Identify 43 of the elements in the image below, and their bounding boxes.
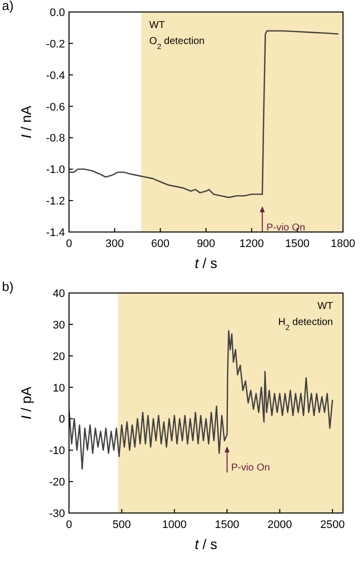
x-tick-label: 2000 bbox=[268, 519, 292, 531]
chart-title: a) bbox=[2, 0, 14, 13]
y-tick-label: -0.2 bbox=[46, 38, 65, 50]
x-tick-label: 1200 bbox=[239, 238, 264, 250]
chart-title: b) bbox=[2, 279, 14, 294]
y-tick-label: -30 bbox=[49, 508, 65, 520]
y-tick-label: -10 bbox=[49, 445, 65, 458]
y-axis-title: I / nA bbox=[18, 105, 34, 138]
y-tick-label: 0.0 bbox=[50, 7, 65, 19]
y-tick-label: 10 bbox=[52, 382, 65, 394]
y-tick-label: 20 bbox=[52, 350, 65, 363]
x-tick-label: 1500 bbox=[214, 519, 240, 531]
y-tick-label: 30 bbox=[52, 319, 65, 332]
annotation: P-vio On bbox=[266, 222, 306, 234]
x-tick-label: 0 bbox=[66, 238, 72, 250]
y-tick-label: -1.0 bbox=[46, 164, 65, 176]
x-axis-title: t / s bbox=[194, 255, 218, 271]
y-tick-label: -0.4 bbox=[46, 70, 65, 82]
x-tick-label: 1800 bbox=[330, 238, 356, 250]
annotation: P-vio On bbox=[231, 462, 270, 474]
x-tick-label: 600 bbox=[151, 238, 170, 250]
y-tick-label: 40 bbox=[52, 288, 65, 300]
x-tick-label: 900 bbox=[196, 238, 216, 250]
y-tick-label: -20 bbox=[49, 476, 65, 489]
x-tick-label: 0 bbox=[66, 519, 72, 531]
annotation: H$_{2}$ detection bbox=[278, 317, 333, 332]
x-tick-label: 300 bbox=[105, 238, 124, 250]
annotation: O$_{2}$ detection bbox=[149, 36, 205, 50]
annotation: WT bbox=[317, 301, 333, 312]
line-series bbox=[69, 30, 340, 198]
x-tick-label: 1500 bbox=[285, 238, 310, 250]
line-series bbox=[69, 330, 334, 470]
annotation: WT bbox=[149, 20, 165, 31]
y-tick-label: -1.4 bbox=[46, 227, 65, 239]
y-tick-label: -1.2 bbox=[46, 196, 65, 208]
y-tick-label: -0.8 bbox=[46, 132, 65, 145]
x-axis-title: t / s bbox=[194, 536, 218, 552]
y-tick-label: -0.6 bbox=[46, 101, 65, 114]
y-tick-label: 0 bbox=[58, 414, 65, 426]
x-tick-label: 500 bbox=[112, 519, 131, 531]
x-tick-label: 2500 bbox=[320, 519, 345, 531]
y-axis-title: I / pA bbox=[18, 386, 34, 420]
x-tick-label: 1000 bbox=[162, 519, 187, 531]
